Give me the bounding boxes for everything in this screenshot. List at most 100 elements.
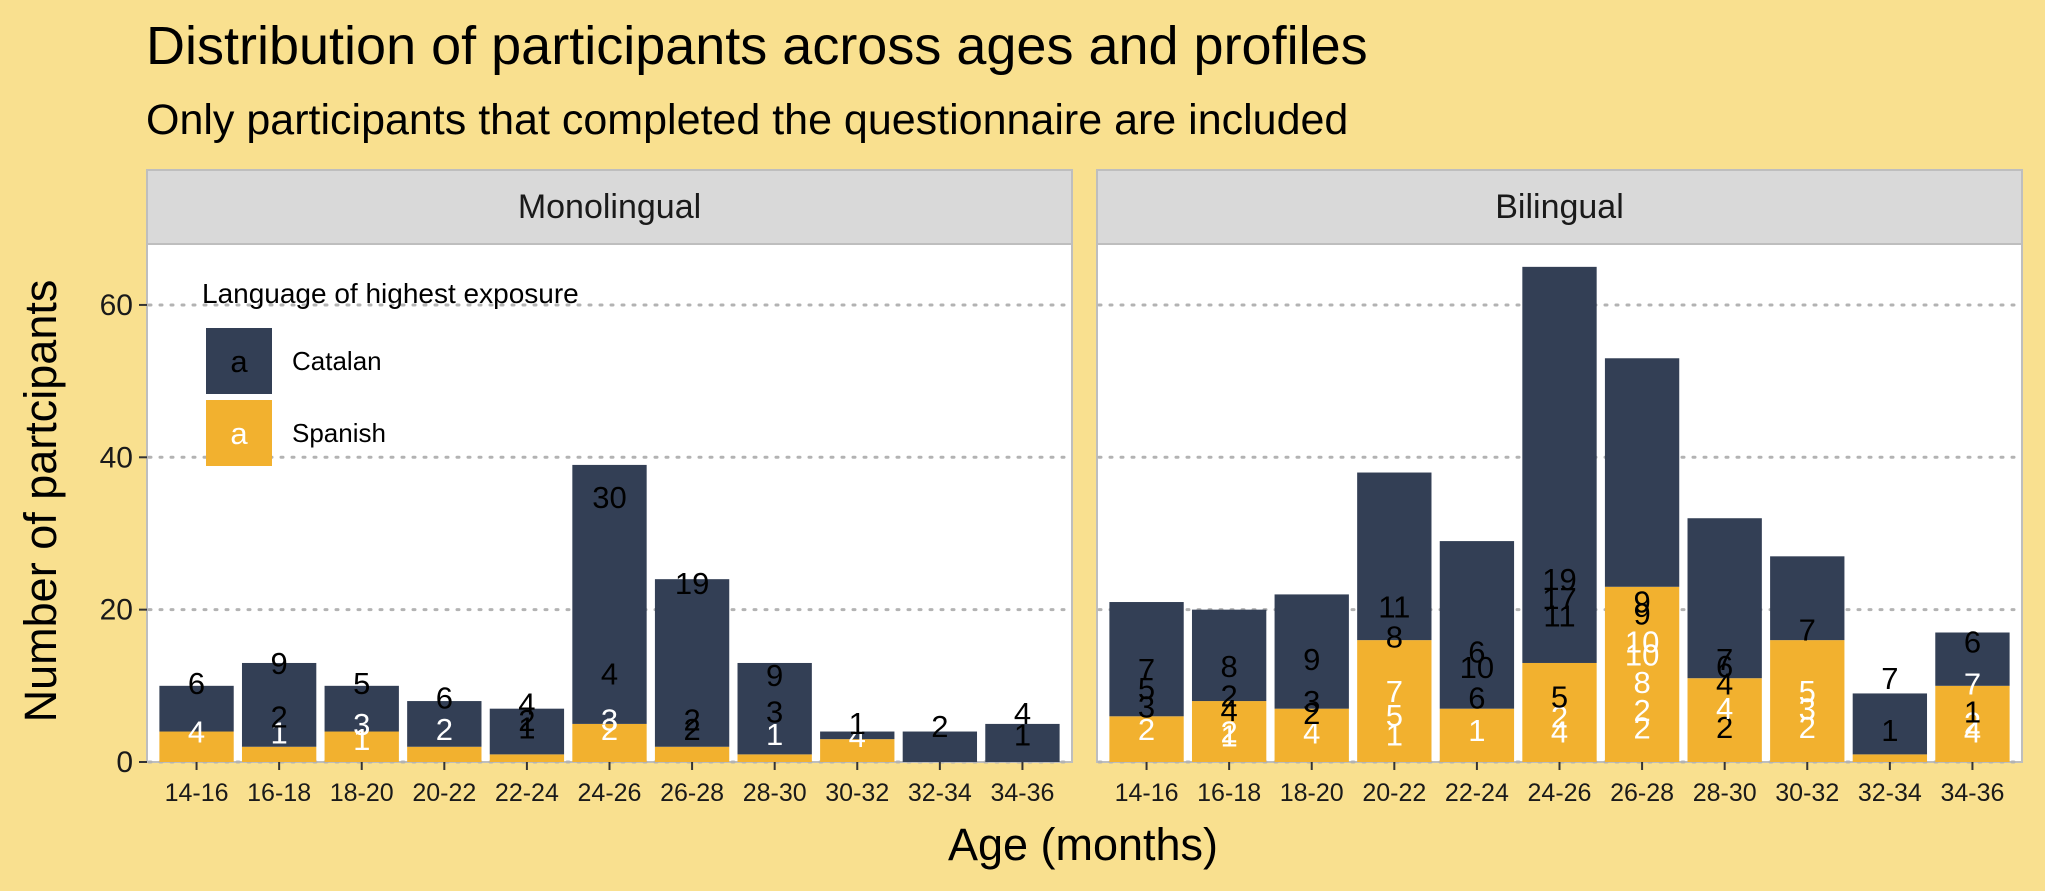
bar-data-label: 3 — [766, 695, 783, 730]
bar-data-label: 9 — [271, 646, 288, 681]
bar-data-label: 1 — [766, 717, 783, 752]
bar-data-label: 4 — [1716, 691, 1733, 726]
bar-catalan — [1852, 693, 1928, 755]
x-tick-label: 16-18 — [1197, 779, 1261, 807]
bar-data-label: 1 — [1881, 713, 1898, 748]
bar-data-label: 11 — [1543, 599, 1575, 634]
bar-data-label: 2 — [683, 712, 700, 747]
bar-data-label: 2 — [271, 699, 288, 734]
bar-data-label: 5 — [353, 666, 370, 701]
bar-data-label: 4 — [518, 686, 535, 721]
bar-data-label: 2 — [1303, 696, 1320, 731]
bar-data-label: 4 — [1964, 715, 1981, 750]
bar-data-label: 1 — [1014, 718, 1031, 753]
bar-spanish — [1191, 701, 1267, 762]
bar-spanish — [1935, 685, 2010, 762]
bar-data-label: 3 — [601, 702, 618, 737]
bar-data-label: 6 — [1716, 649, 1733, 684]
bar-data-label: 5 — [1551, 679, 1568, 714]
bar-data-label: 7 — [1138, 652, 1155, 687]
bar-data-label: 2 — [1633, 693, 1650, 728]
y-tick-label: 60 — [100, 289, 133, 322]
x-tick-label: 34-36 — [990, 779, 1054, 807]
bar-data-label: 2 — [683, 702, 700, 737]
legend: Language of highest exposure a Catalan a Spa… — [202, 278, 579, 466]
bar-data-label: 6 — [1468, 635, 1485, 670]
bar-catalan — [1687, 518, 1762, 679]
y-axis-title: Number of partcipants — [15, 280, 66, 723]
chart-subtitle: Only participants that completed the que… — [146, 96, 1348, 144]
bar-data-label: 10 — [1625, 625, 1659, 660]
bar-data-label: 8 — [1633, 665, 1650, 700]
bar-data-label: 9 — [1633, 596, 1650, 631]
bar-data-label: 7 — [1964, 667, 1981, 702]
bar-spanish — [820, 739, 895, 762]
bar-data-label: 7 — [1386, 674, 1403, 709]
bar-data-label: 19 — [1542, 562, 1576, 597]
legend-label: Catalan — [292, 346, 382, 376]
facet-strip-label: Monolingual — [518, 188, 701, 226]
bar-data-label: 3 — [1799, 692, 1816, 727]
legend-key-glyph: a — [230, 344, 248, 379]
bar-data-label: 2 — [1221, 679, 1238, 714]
bar-catalan — [1439, 541, 1515, 709]
bar-data-label: 10 — [1625, 638, 1659, 673]
bar-data-label: 7 — [1881, 661, 1898, 696]
bar-spanish — [324, 731, 399, 762]
x-tick-label: 26-28 — [1610, 779, 1674, 807]
bar-data-label: 4 — [1221, 693, 1238, 728]
bar-spanish — [737, 754, 812, 762]
x-tick-label: 16-18 — [247, 779, 311, 807]
bar-spanish — [1852, 754, 1928, 762]
bar-catalan — [407, 701, 482, 747]
bar-catalan — [1522, 266, 1597, 663]
y-tick-label: 20 — [100, 594, 133, 627]
bar-spanish — [572, 723, 647, 762]
legend-item-catalan: a Catalan — [206, 328, 382, 394]
bar-data-label: 1 — [849, 706, 866, 741]
bar-data-label: 3 — [353, 707, 370, 742]
bar-data-label: 2 — [1551, 699, 1568, 734]
facet-strip-label: Bilingual — [1495, 188, 1624, 226]
bar-catalan — [1935, 632, 2010, 686]
bar-data-label: 7 — [1799, 612, 1816, 647]
bar-data-label: 4 — [1716, 667, 1733, 702]
bar-data-label: 6 — [1964, 625, 1981, 660]
bar-data-label: 2 — [1221, 715, 1238, 750]
bar-catalan — [159, 685, 234, 732]
x-tick-label: 30-32 — [825, 779, 889, 807]
bar-data-label: 4 — [1303, 715, 1320, 750]
bar-catalan — [902, 731, 978, 762]
bar-data-label: 5 — [1138, 671, 1155, 706]
bar-catalan — [1109, 602, 1184, 717]
bar-spanish — [1687, 678, 1762, 762]
bar-catalan — [324, 685, 399, 732]
bar-data-label: 5 — [1799, 674, 1816, 709]
bar-data-label: 6 — [188, 666, 205, 701]
bar-data-label: 2 — [1716, 710, 1733, 745]
bar-data-label: 4 — [1551, 715, 1568, 750]
bar-data-label: 2 — [601, 712, 618, 747]
bar-spanish — [1522, 662, 1597, 762]
x-tick-label: 20-22 — [1362, 779, 1426, 807]
bar-spanish — [1770, 640, 1845, 762]
legend-key-glyph: a — [230, 416, 248, 451]
x-tick-label: 22-24 — [495, 779, 559, 807]
y-axis: 0 20 40 60 — [100, 289, 147, 779]
x-tick-label: 28-30 — [1693, 779, 1757, 807]
bar-catalan — [654, 579, 730, 747]
x-tick-label: 32-34 — [908, 779, 972, 807]
bar-data-label: 3 — [1303, 684, 1320, 719]
bar-catalan — [985, 723, 1060, 762]
bar-data-label: 1 — [1964, 695, 1981, 730]
bar-spanish — [241, 746, 317, 762]
bar-data-label: 9 — [1633, 584, 1650, 619]
bar-data-label: 4 — [1014, 696, 1031, 731]
bar-catalan — [737, 662, 812, 755]
x-tick-label: 34-36 — [1940, 779, 2004, 807]
bar-spanish — [1357, 640, 1432, 762]
x-tick-label: 22-24 — [1445, 779, 1509, 807]
legend-title: Language of highest exposure — [202, 278, 579, 309]
bar-spanish — [159, 731, 234, 762]
x-tick-label: 28-30 — [743, 779, 807, 807]
